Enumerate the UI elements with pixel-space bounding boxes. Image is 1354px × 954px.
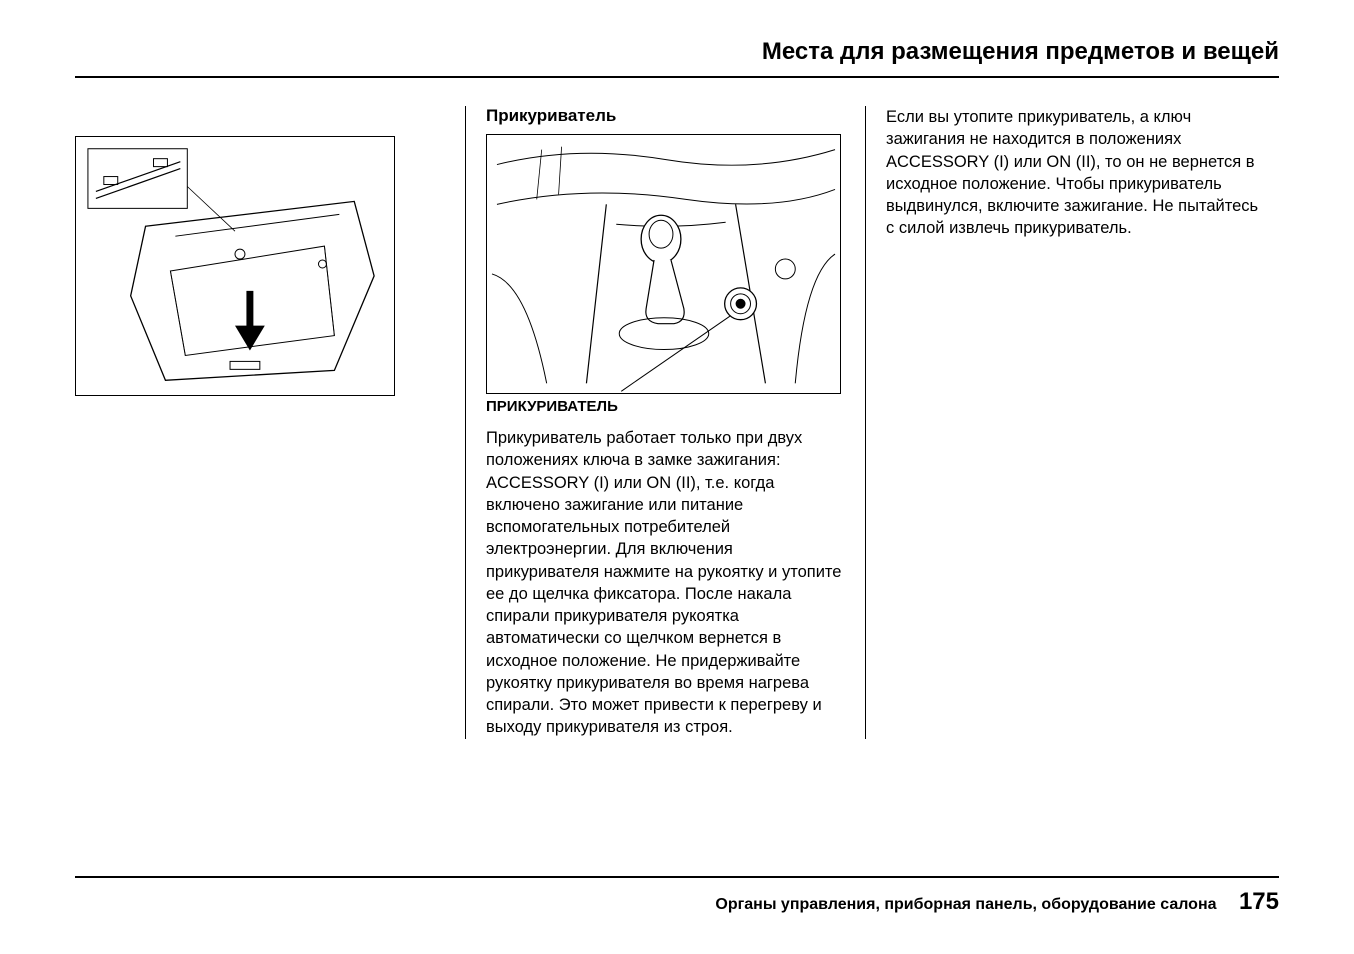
subsection-title: Прикуриватель xyxy=(486,106,845,126)
trunk-diagram-icon xyxy=(76,136,394,396)
footer-section: Органы управления, приборная панель, обо… xyxy=(715,896,1216,913)
page-header: Места для размещения предметов и вещей xyxy=(75,38,1279,78)
column-1 xyxy=(75,106,465,739)
column2-body: Прикуриватель работает только при двух п… xyxy=(486,427,845,739)
page-footer: Органы управления, приборная панель, обо… xyxy=(75,876,1279,916)
column-2: Прикуриватель xyxy=(465,106,865,739)
illustration-caption: ПРИКУРИВАТЕЛЬ xyxy=(486,398,845,415)
page-number: 175 xyxy=(1239,888,1279,915)
illustration-trunk xyxy=(75,136,395,396)
column-3: Если вы утопите прикуриватель, а ключ за… xyxy=(865,106,1265,739)
illustration-lighter xyxy=(486,134,841,394)
lighter-diagram-icon xyxy=(487,134,840,394)
content-columns: Прикуриватель xyxy=(75,106,1279,739)
header-title: Места для размещения предметов и вещей xyxy=(75,38,1279,66)
column3-body: Если вы утопите прикуриватель, а ключ за… xyxy=(886,106,1265,240)
